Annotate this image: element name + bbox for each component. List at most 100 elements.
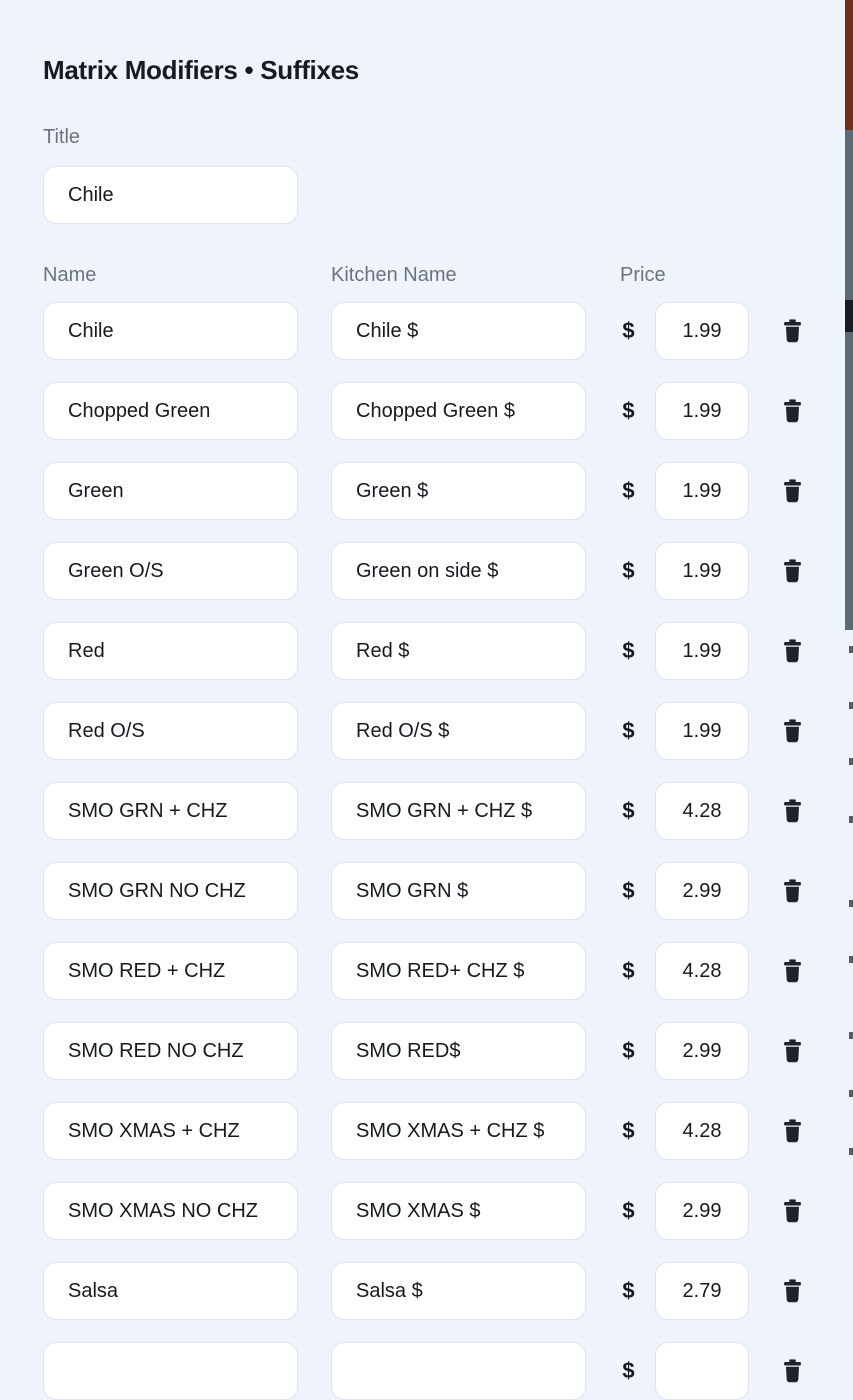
- modifier-name-input[interactable]: [43, 1182, 298, 1240]
- currency-symbol: $: [622, 798, 635, 823]
- modifier-kitchen-name-input[interactable]: [331, 1102, 586, 1160]
- trash-icon: [783, 718, 801, 742]
- currency-symbol: $: [622, 958, 635, 983]
- modifier-row: $: [43, 1262, 823, 1320]
- modifier-name-input[interactable]: [43, 1262, 298, 1320]
- modifier-name-input[interactable]: [43, 702, 298, 760]
- trash-icon: [783, 1358, 801, 1382]
- modifier-row: $: [43, 302, 823, 360]
- delete-row-button[interactable]: [779, 876, 805, 906]
- delete-row-button[interactable]: [779, 316, 805, 346]
- edge-sliver-top: [845, 0, 853, 130]
- trash-icon: [783, 1198, 801, 1222]
- edge-sliver-dark: [845, 300, 853, 332]
- modifier-row: $: [43, 622, 823, 680]
- trash-icon: [783, 1038, 801, 1062]
- modifier-kitchen-name-input[interactable]: [331, 942, 586, 1000]
- modifier-price-input[interactable]: [655, 1262, 749, 1320]
- currency-symbol: $: [622, 878, 635, 903]
- edge-sliver-mid: [845, 130, 853, 630]
- modifier-price-input[interactable]: [655, 462, 749, 520]
- modifier-name-input[interactable]: [43, 462, 298, 520]
- delete-row-button[interactable]: [779, 1036, 805, 1066]
- modifier-name-input[interactable]: [43, 382, 298, 440]
- modifier-price-input[interactable]: [655, 1342, 749, 1400]
- modifier-row: $: [43, 782, 823, 840]
- delete-row-button[interactable]: [779, 396, 805, 426]
- modifier-price-input[interactable]: [655, 862, 749, 920]
- modifier-kitchen-name-input[interactable]: [331, 382, 586, 440]
- currency-symbol: $: [622, 1038, 635, 1063]
- modifier-price-input[interactable]: [655, 942, 749, 1000]
- delete-row-button[interactable]: [779, 636, 805, 666]
- modifier-kitchen-name-input[interactable]: [331, 1022, 586, 1080]
- currency-symbol: $: [622, 1358, 635, 1383]
- trash-icon: [783, 798, 801, 822]
- trash-icon: [783, 1118, 801, 1142]
- modifier-kitchen-name-input[interactable]: [331, 702, 586, 760]
- delete-row-button[interactable]: [779, 1116, 805, 1146]
- trash-icon: [783, 558, 801, 582]
- trash-icon: [783, 398, 801, 422]
- modifier-kitchen-name-input[interactable]: [331, 622, 586, 680]
- trash-icon: [783, 478, 801, 502]
- column-headers: Name Kitchen Name Price: [43, 264, 823, 288]
- modifier-row: $: [43, 862, 823, 920]
- title-input[interactable]: [43, 166, 298, 224]
- delete-row-button[interactable]: [779, 1196, 805, 1226]
- modifier-kitchen-name-input[interactable]: [331, 862, 586, 920]
- delete-row-button[interactable]: [779, 796, 805, 826]
- trash-icon: [783, 1278, 801, 1302]
- modifier-kitchen-name-input[interactable]: [331, 782, 586, 840]
- column-header-name: Name: [43, 264, 97, 286]
- modifier-kitchen-name-input[interactable]: [331, 462, 586, 520]
- modifier-row: $: [43, 1022, 823, 1080]
- trash-icon: [783, 638, 801, 662]
- modifier-kitchen-name-input[interactable]: [331, 542, 586, 600]
- modifier-row: $: [43, 942, 823, 1000]
- column-header-kitchen-name: Kitchen Name: [331, 264, 457, 286]
- modifier-row: $: [43, 382, 823, 440]
- modifier-price-input[interactable]: [655, 702, 749, 760]
- currency-symbol: $: [622, 558, 635, 583]
- delete-row-button[interactable]: [779, 476, 805, 506]
- modifier-name-input[interactable]: [43, 1022, 298, 1080]
- modifier-price-input[interactable]: [655, 542, 749, 600]
- modifier-name-input[interactable]: [43, 542, 298, 600]
- modifier-name-input[interactable]: [43, 622, 298, 680]
- delete-row-button[interactable]: [779, 1276, 805, 1306]
- modifier-price-input[interactable]: [655, 302, 749, 360]
- page-title: Matrix Modifiers • Suffixes: [43, 55, 359, 85]
- modifier-row: $: [43, 1102, 823, 1160]
- modifier-price-input[interactable]: [655, 622, 749, 680]
- modifier-price-input[interactable]: [655, 1182, 749, 1240]
- currency-symbol: $: [622, 1118, 635, 1143]
- modifier-price-input[interactable]: [655, 382, 749, 440]
- modifier-name-input[interactable]: [43, 1342, 298, 1400]
- modifier-price-input[interactable]: [655, 1102, 749, 1160]
- modifier-kitchen-name-input[interactable]: [331, 1182, 586, 1240]
- trash-icon: [783, 958, 801, 982]
- modifier-price-input[interactable]: [655, 782, 749, 840]
- delete-row-button[interactable]: [779, 1356, 805, 1386]
- modifier-name-input[interactable]: [43, 942, 298, 1000]
- modifier-kitchen-name-input[interactable]: [331, 1262, 586, 1320]
- currency-symbol: $: [622, 1198, 635, 1223]
- delete-row-button[interactable]: [779, 956, 805, 986]
- trash-icon: [783, 318, 801, 342]
- modifier-row: $: [43, 1182, 823, 1240]
- modifier-name-input[interactable]: [43, 862, 298, 920]
- modifier-price-input[interactable]: [655, 1022, 749, 1080]
- delete-row-button[interactable]: [779, 556, 805, 586]
- modifier-kitchen-name-input[interactable]: [331, 302, 586, 360]
- delete-row-button[interactable]: [779, 716, 805, 746]
- trash-icon: [783, 878, 801, 902]
- currency-symbol: $: [622, 718, 635, 743]
- column-header-price: Price: [620, 264, 666, 286]
- modifier-name-input[interactable]: [43, 302, 298, 360]
- modifier-rows: $ $ $: [43, 302, 823, 1400]
- modifier-kitchen-name-input[interactable]: [331, 1342, 586, 1400]
- currency-symbol: $: [622, 1278, 635, 1303]
- modifier-name-input[interactable]: [43, 1102, 298, 1160]
- modifier-name-input[interactable]: [43, 782, 298, 840]
